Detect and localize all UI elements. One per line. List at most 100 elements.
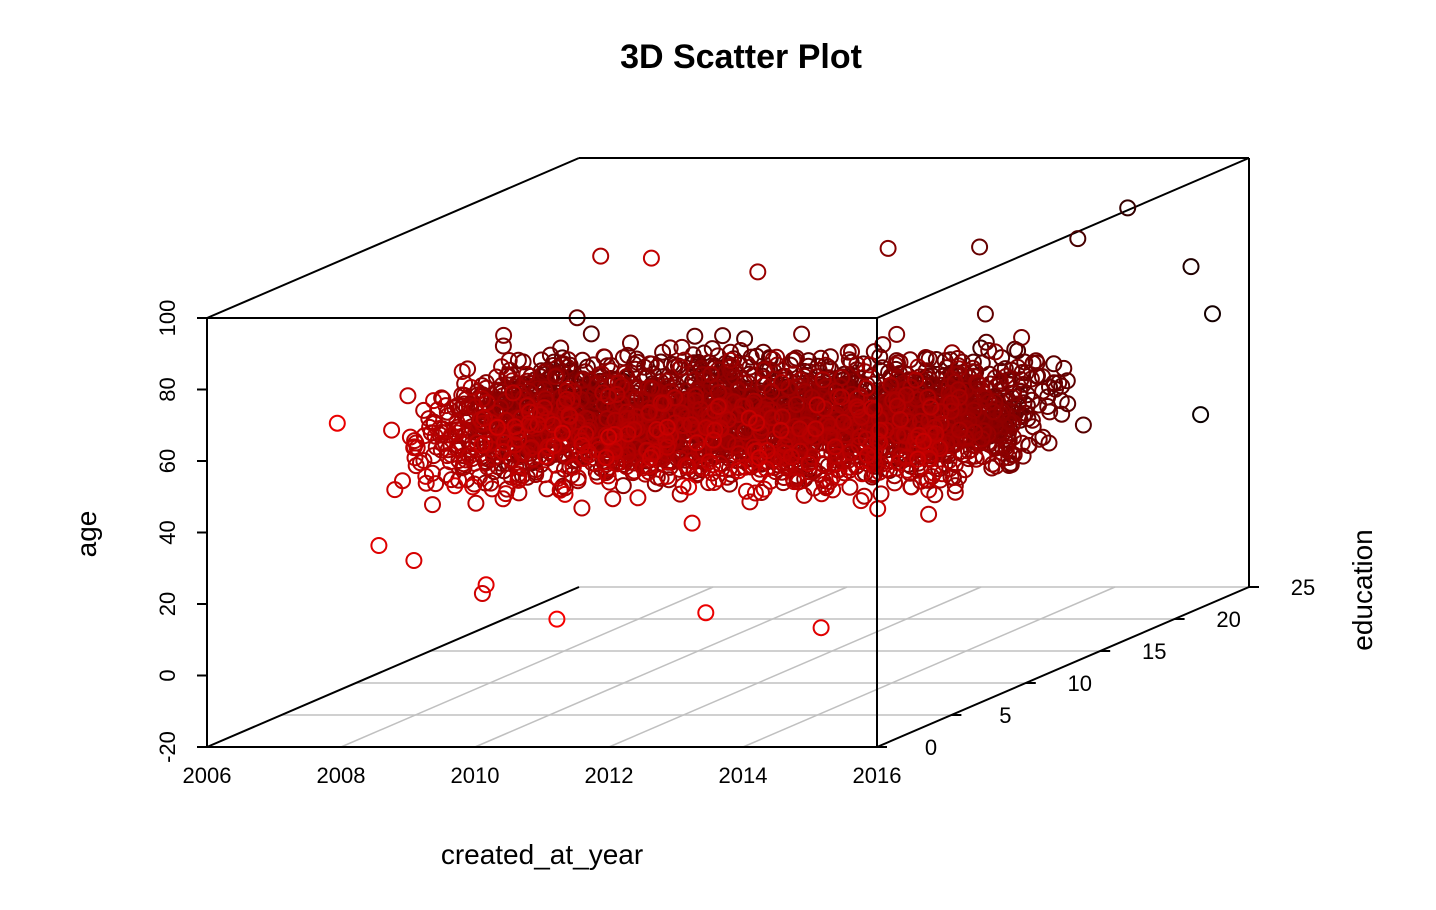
data-point [1053,405,1071,423]
data-point [991,372,1009,390]
data-point [946,483,964,501]
data-point [642,449,659,467]
data-point [709,398,727,415]
data-point [488,418,506,436]
data-point [494,337,512,355]
data-point [509,351,527,369]
data-point [407,457,425,475]
data-point [782,448,800,466]
data-point [518,365,536,383]
data-point [598,410,616,427]
data-point [849,401,867,419]
y-axis-label: education [1347,529,1378,650]
data-point [599,467,617,485]
data-point [872,485,890,503]
data-point [473,377,491,395]
data-point [792,371,810,389]
data-point [865,401,883,419]
data-point [977,333,995,351]
data-point [902,478,920,496]
data-point [678,447,696,465]
data-point [960,442,977,460]
data-point [548,366,566,384]
data-point [1030,430,1048,448]
data-point [755,370,772,388]
data-point [906,431,924,448]
data-point [569,469,587,487]
data-point [909,438,927,456]
data-point [622,334,639,352]
data-point [773,449,791,467]
data-point [442,446,460,464]
data-point [614,477,632,495]
data-point [852,492,870,510]
data-point [1040,434,1058,452]
data-point [433,389,451,407]
data-point [745,392,763,410]
data-point [1000,449,1018,466]
data-point [807,420,825,438]
data-point [406,449,424,467]
data-point [675,417,693,434]
z-axis-label: age [71,511,102,558]
data-point [932,403,950,421]
data-point [824,481,842,499]
data-point [702,365,720,383]
data-point [787,396,805,413]
data-point [984,403,1002,421]
data-point [697,419,715,437]
data-point [575,450,593,467]
data-point [879,239,897,257]
data-point [475,409,493,427]
data-point [908,390,925,408]
data-point [976,305,994,323]
data-point [942,394,960,412]
data-point [730,462,748,480]
data-point [662,427,680,445]
data-point [791,442,809,460]
data-point [772,421,790,439]
x-tick-label: 2014 [719,763,768,788]
data-point [488,368,505,386]
data-point [370,537,388,554]
data-point [556,485,574,503]
data-point [950,399,968,417]
data-point [888,325,906,343]
data-point [826,438,844,456]
data-point [1055,359,1073,377]
data-point [730,445,748,463]
data-point [874,336,892,354]
data-point [553,424,571,442]
data-point [454,397,472,415]
data-point [773,374,791,391]
data-point [420,410,438,428]
data-point [787,349,805,367]
chart-title: 3D Scatter Plot [620,38,862,76]
data-point [448,397,466,415]
data-point [755,361,773,379]
data-point [642,249,660,267]
data-point [813,485,831,503]
data-point [1192,406,1210,424]
x-tick-label: 2012 [585,763,634,788]
data-point [561,408,579,425]
data-point [521,403,539,421]
data-point [683,514,701,532]
data-point [532,406,550,424]
data-point [613,377,631,395]
data-point [796,383,814,400]
data-point [452,421,470,439]
data-point [643,379,661,397]
data-point [425,447,442,465]
data-point [705,474,723,491]
data-point [833,388,850,406]
data-point [686,327,704,345]
data-point [816,400,834,418]
data-point [446,477,464,495]
data-point [821,427,839,445]
data-point [559,351,577,369]
data-point [1028,354,1046,372]
z-tick-label: 100 [155,300,180,337]
data-point [799,357,817,375]
data-point [548,610,566,628]
